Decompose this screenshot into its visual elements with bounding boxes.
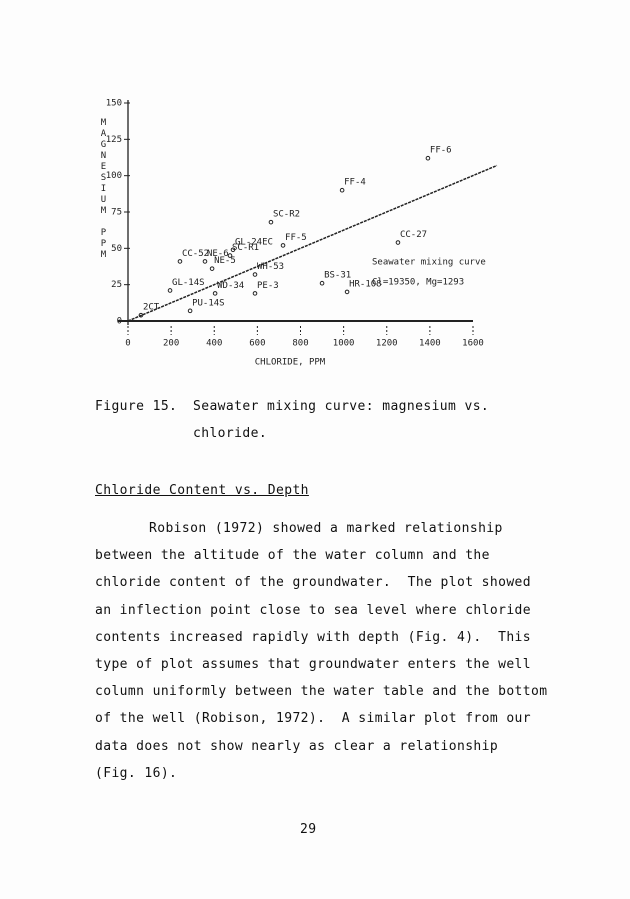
page-number: 29 <box>300 822 317 837</box>
caption-line: chloride. <box>193 426 268 441</box>
x-tick-label: 800 <box>292 339 308 349</box>
point-label: FF-5 <box>285 233 307 243</box>
paragraph-line: column uniformly between the water table… <box>95 684 548 700</box>
data-point <box>252 272 258 277</box>
mixing-line <box>127 164 498 322</box>
paragraph-line: of the well (Robison, 1972). A similar p… <box>95 711 532 727</box>
data-point <box>167 288 173 293</box>
point-label: FF-6 <box>430 146 452 156</box>
y-axis-label: MAGNESIUM PPM <box>99 118 109 261</box>
mixing-line-name: Seawater mixing curve <box>372 258 486 268</box>
data-point <box>280 243 286 248</box>
data-point <box>252 291 258 296</box>
point-label: WH-53 <box>257 262 284 272</box>
paragraph-line: type of plot assumes that groundwater en… <box>95 657 532 672</box>
x-tick-label: 400 <box>206 339 222 349</box>
y-tick-label: 0 <box>117 317 122 327</box>
heading: Chloride Content vs. Depth <box>95 483 309 498</box>
x-axis-label: CHLORIDE, PPM <box>255 358 326 368</box>
x-tick-label: 1600 <box>462 339 484 349</box>
paragraph-line: between the altitude of the water column… <box>95 548 490 564</box>
y-tick-label: 50 <box>111 244 122 254</box>
y-tick-label: 75 <box>111 208 122 218</box>
data-point <box>268 219 274 225</box>
paragraph-line: chloride content of the groundwater. The… <box>95 575 532 591</box>
caption-label: Figure 15. <box>95 399 178 414</box>
data-point <box>202 259 208 264</box>
data-point <box>230 247 236 253</box>
data-point <box>319 280 325 286</box>
chart: CHLORIDE, PPM MAGNESIUM PPM Cl=19350, Mg… <box>99 99 498 368</box>
point-label: SC-R2 <box>273 210 300 220</box>
point-label: PU-14S <box>192 298 225 308</box>
paragraph-line: Robison (1972) showed a marked relations… <box>149 521 503 536</box>
data-point <box>177 259 183 264</box>
paragraph-line: contents increased rapidly with depth (F… <box>95 629 532 645</box>
point-label: NE-5 <box>214 256 236 266</box>
point-label: SC-R1 <box>232 243 259 253</box>
x-tick-label: 600 <box>249 339 265 349</box>
data-point <box>395 240 401 245</box>
annotation: Cl=19350, Mg=1293 <box>372 278 464 288</box>
data-point <box>187 308 193 314</box>
point-label: CC-52 <box>182 249 209 259</box>
y-tick-label: 100 <box>106 171 122 181</box>
x-tick-label: 1000 <box>333 339 355 349</box>
point-label: BS-31 <box>324 271 351 281</box>
data-point <box>425 155 431 161</box>
point-label: FF-4 <box>344 178 366 188</box>
point-label: GL-14S <box>172 278 205 288</box>
data-point <box>212 291 218 296</box>
x-tick-label: 200 <box>163 339 179 349</box>
point-label: 2CT <box>143 303 160 313</box>
paragraph-line: data does not show nearly as clear a rel… <box>95 738 499 754</box>
y-tick-label: 25 <box>111 280 122 290</box>
x-tick-label: 0 <box>125 339 130 349</box>
data-point <box>138 312 144 318</box>
point-label: HR-108 <box>349 279 382 289</box>
data-point <box>344 289 350 295</box>
caption-line: Seawater mixing curve: magnesium vs. <box>193 399 490 414</box>
y-tick-label: 150 <box>106 99 122 109</box>
point-label: NE-6 <box>207 249 229 259</box>
point-label: CC-27 <box>400 230 427 240</box>
data-point <box>339 187 345 193</box>
x-tick-label: 1400 <box>419 339 441 349</box>
y-tick-label: 125 <box>106 135 122 145</box>
point-label: PE-3 <box>257 281 279 291</box>
paragraph-line: an inflection point close to sea level w… <box>95 602 532 618</box>
point-label: GL-24EC <box>235 237 273 247</box>
data-point <box>227 253 233 258</box>
data-point <box>209 266 215 271</box>
x-tick-label: 1200 <box>376 339 398 349</box>
point-label: WD-34 <box>217 281 244 291</box>
paragraph-line: (Fig. 16). <box>95 765 178 781</box>
